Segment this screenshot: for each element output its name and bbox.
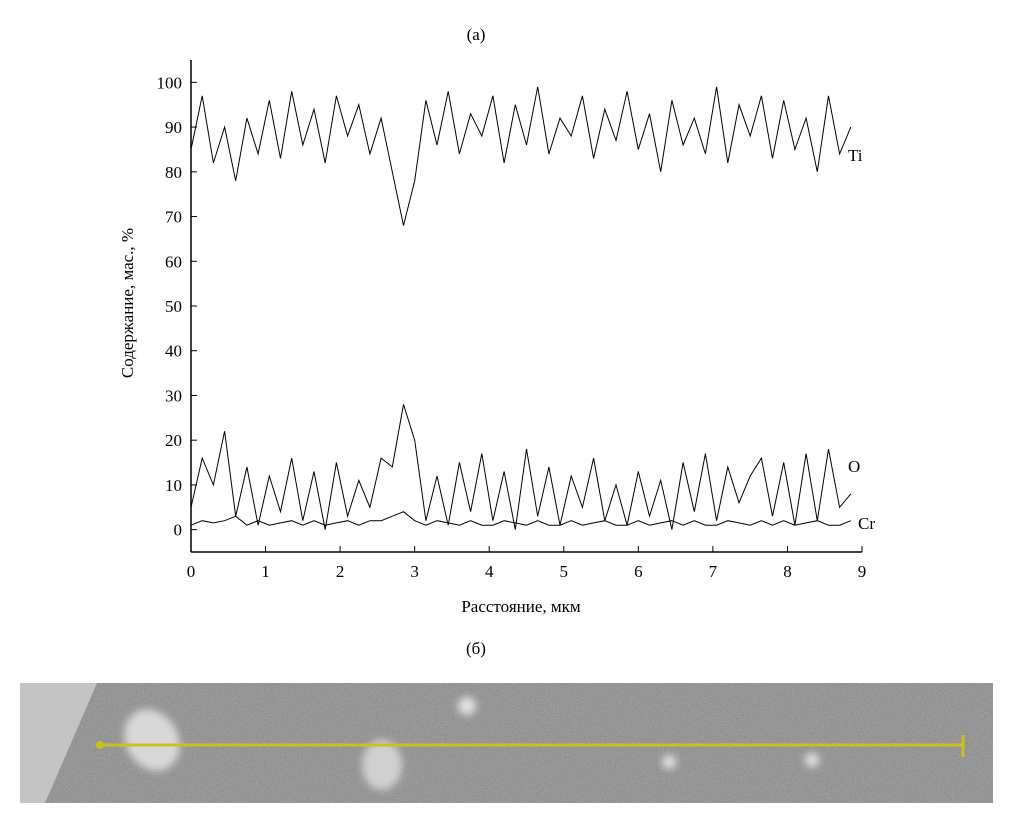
y-tick-label: 20 [165,431,182,450]
x-tick-label: 8 [783,562,792,581]
series-line [190,511,851,526]
particles [124,697,819,790]
series-line [190,404,852,530]
y-axis-title: Содержание, мас., % [118,228,137,378]
x-axis-title: Расстояние, мкм [461,597,581,616]
y-tick-label: 60 [165,252,182,271]
series-label: Ti [848,146,863,165]
series-label: Cr [858,514,875,533]
x-tick-label: 9 [858,562,867,581]
sem-image [20,683,993,803]
y-tick-label: 10 [165,476,182,495]
panel-label: (а) [467,25,486,44]
x-tick-label: 4 [485,562,494,581]
image-grain [20,683,993,803]
x-tick-label: 1 [261,562,270,581]
y-tick-label: 80 [165,163,182,182]
x-tick-label: 6 [634,562,643,581]
x-tick-label: 0 [187,562,196,581]
y-tick-label: 70 [165,208,182,227]
y-tick-label: 100 [157,73,183,92]
image-edge [20,683,97,803]
x-tick-label: 7 [709,562,718,581]
y-tick-label: 0 [174,521,183,540]
x-tick-label: 2 [336,562,345,581]
scan-start [96,741,104,749]
x-tick-label: 3 [410,562,419,581]
y-tick-label: 50 [165,297,182,316]
x-tick-label: 5 [560,562,569,581]
y-tick-label: 30 [165,386,182,405]
series-line [190,86,852,226]
y-tick-label: 40 [165,342,182,361]
y-tick-label: 90 [165,118,182,137]
series-label: O [848,457,860,476]
panel-label: (б) [466,639,486,658]
